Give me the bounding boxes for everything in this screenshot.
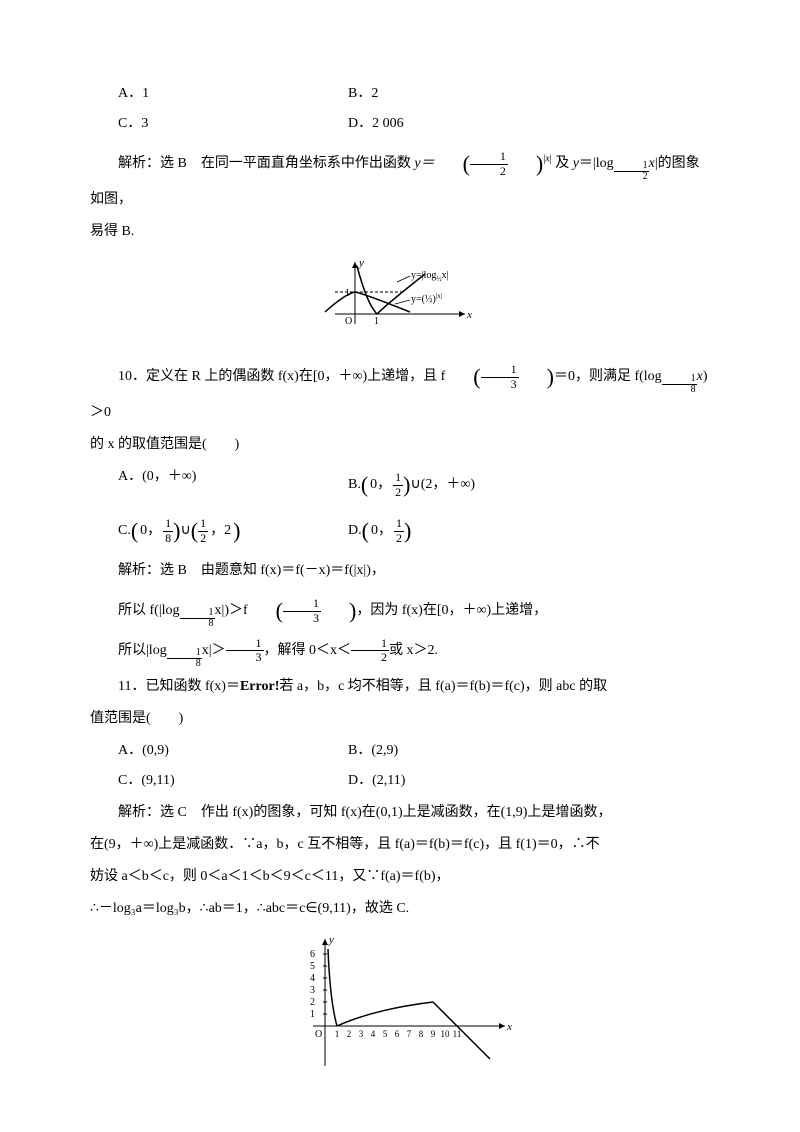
q9-option-row-1: A．1 B．2 xyxy=(90,80,710,108)
q11-stem: 11．已知函数 f(x)＝Error!若 a，b，c 均不相等，且 f(a)＝f… xyxy=(90,673,710,701)
svg-text:6: 6 xyxy=(395,1029,400,1039)
q10-ana2: 所以 f(|log18x|)＞f13，因为 f(x)在[0，＋∞)上递增， xyxy=(90,589,710,633)
q9-analysis: 解析：选 B 在同一平面直角坐标系中作出函数 y＝12|x| 及 y＝|log1… xyxy=(90,142,710,214)
svg-text:2: 2 xyxy=(347,1029,352,1039)
q10-D-pre: D. xyxy=(348,523,362,538)
svg-text:5: 5 xyxy=(310,961,315,972)
q9-and: 及 xyxy=(552,156,573,171)
q9-y-eq: y＝ xyxy=(414,156,434,171)
q9-option-C: C．3 xyxy=(90,110,348,138)
svg-text:1: 1 xyxy=(310,1009,315,1020)
half-frac-1: 12 xyxy=(435,142,544,186)
q10-B-pre: B. xyxy=(348,477,361,492)
svg-text:1: 1 xyxy=(335,1029,340,1039)
log-base-1-8-b: 18 xyxy=(180,608,215,629)
q10-option-A: A．(0，＋∞) xyxy=(90,463,348,507)
frac-1-3-b: 13 xyxy=(248,589,357,633)
svg-text:7: 7 xyxy=(407,1029,412,1039)
log-base-half-1: 12 xyxy=(614,161,649,182)
frac-1-2-c: 12 xyxy=(351,637,389,664)
q10-option-D: D.0，12 xyxy=(348,509,411,553)
q11-error: Error! xyxy=(240,679,279,694)
frac-0-half-d: 0，12 xyxy=(362,509,412,553)
q10-ana3-tail: 或 x＞2. xyxy=(389,643,438,658)
svg-text:9: 9 xyxy=(431,1029,436,1039)
q9-graph: y x O 1 1 y=|log½x| y=(½)|x| xyxy=(90,254,710,345)
q10-ana3-pre: 所以|log xyxy=(118,643,167,658)
q9-option-B: B．2 xyxy=(348,80,378,108)
frac-1-3-c: 13 xyxy=(226,637,264,664)
q11-option-A: A．(0,9) xyxy=(90,737,348,765)
svg-text:10: 10 xyxy=(441,1029,451,1039)
frac-0-half-b: 0，12 xyxy=(361,463,411,507)
q10-ana2-pre: 所以 f(|log xyxy=(118,603,180,618)
q11-option-D: D．(2,11) xyxy=(348,767,405,795)
q11-option-B: B．(2,9) xyxy=(348,737,398,765)
svg-text:y: y xyxy=(328,934,334,946)
frac-0-eighth: 0，18 xyxy=(131,509,181,553)
q11-ana3: 妨设 a＜b＜c，则 0＜a＜1＜b＜9＜c＜11，又∵f(a)＝f(b)， xyxy=(90,863,710,891)
q11-opt-row-2: C．(9,11) D．(2,11) xyxy=(90,767,710,795)
q10-C-mid: ∪ xyxy=(181,523,191,538)
q10-ana2-mid: x|)＞f xyxy=(215,603,248,618)
q11-stem-pre: 11．已知函数 f(x)＝ xyxy=(118,679,240,694)
q10-stem: 10．定义在 R 上的偶函数 f(x)在[0，＋∞)上递增，且 f13＝0，则满… xyxy=(90,355,710,427)
svg-text:1: 1 xyxy=(345,288,350,299)
svg-text:x: x xyxy=(466,309,472,321)
svg-text:x: x xyxy=(506,1021,512,1033)
svg-text:5: 5 xyxy=(383,1029,388,1039)
q10-opt-row-1: A．(0，＋∞) B.0，12∪(2，＋∞) xyxy=(90,463,710,507)
frac-half-2: 12，2 xyxy=(191,509,241,553)
q9-tail: 易得 B. xyxy=(90,218,710,246)
svg-text:2: 2 xyxy=(310,997,315,1008)
svg-text:y: y xyxy=(358,257,364,269)
svg-text:4: 4 xyxy=(371,1029,376,1039)
q10-ana3-mid: x|＞ xyxy=(202,643,226,658)
q11-graph: 1 2 3 4 5 6 1 2 3 4 5 6 7 8 9 10 11 O xyxy=(90,931,710,1082)
svg-text:3: 3 xyxy=(310,985,315,996)
q11-stem2: 若 a，b，c 均不相等，且 f(a)＝f(b)＝f(c)，则 abc 的取 xyxy=(279,679,607,694)
svg-text:11: 11 xyxy=(453,1029,462,1039)
svg-text:4: 4 xyxy=(310,973,315,984)
q9-half-sup: |x| xyxy=(543,154,551,165)
log-base-1-8-c: 18 xyxy=(167,648,202,669)
q10-B-post: ∪(2，＋∞) xyxy=(411,477,476,492)
svg-text:6: 6 xyxy=(310,949,315,960)
q11-option-C: C．(9,11) xyxy=(90,767,348,795)
q10-stem-mid: ＝0，则满足 f(log xyxy=(554,369,662,384)
q11-opt-row-1: A．(0,9) B．(2,9) xyxy=(90,737,710,765)
q10-ana3-post: ，解得 0＜x＜ xyxy=(264,643,352,658)
q10-C-pre: C. xyxy=(118,523,131,538)
q11-ana2: 在(9，＋∞)上是减函数．∵a，b，c 互不相等，且 f(a)＝f(b)＝f(c… xyxy=(90,831,710,859)
q10-ana2-post: ，因为 f(x)在[0，＋∞)上递增， xyxy=(356,603,547,618)
q10-ana3: 所以|log18x|＞13，解得 0＜x＜12或 x＞2. xyxy=(90,637,710,669)
svg-text:3: 3 xyxy=(359,1029,364,1039)
q11-ana1: 解析：选 C 作出 f(x)的图象，可知 f(x)在(0,1)上是减函数，在(1… xyxy=(90,799,710,827)
frac-1-3-a: 13 xyxy=(445,355,554,399)
q9-option-D: D．2 006 xyxy=(348,110,404,138)
q11-ana4: ∴－log₃a＝log₃b，∴ab＝1，∴abc＝c∈(9,11)，故选 C. xyxy=(90,895,710,923)
q9-ana-pre: 解析：选 B 在同一平面直角坐标系中作出函数 xyxy=(118,156,414,171)
q10-stem-pre: 10．定义在 R 上的偶函数 f(x)在[0，＋∞)上递增，且 f xyxy=(118,369,445,384)
svg-text:y=(½)|x|: y=(½)|x| xyxy=(411,292,442,305)
q9-option-row-2: C．3 D．2 006 xyxy=(90,110,710,138)
q9-option-A: A．1 xyxy=(90,80,348,108)
svg-text:O: O xyxy=(345,316,352,327)
q10-ana1: 解析：选 B 由题意知 f(x)＝f(－x)＝f(|x|)， xyxy=(90,557,710,585)
q10-option-B: B.0，12∪(2，＋∞) xyxy=(348,463,475,507)
svg-text:8: 8 xyxy=(419,1029,424,1039)
svg-text:1: 1 xyxy=(374,316,379,327)
q10-opt-row-2: C.0，18∪12，2 D.0，12 xyxy=(90,509,710,553)
svg-text:O: O xyxy=(315,1029,322,1040)
q9-y2-pre: y xyxy=(573,156,579,171)
q10-stem-2: 的 x 的取值范围是( ) xyxy=(90,431,710,459)
q10-option-C: C.0，18∪12，2 xyxy=(90,509,348,553)
log-base-1-8-a: 18 xyxy=(662,374,697,395)
q11-stem3: 值范围是( ) xyxy=(90,705,710,733)
